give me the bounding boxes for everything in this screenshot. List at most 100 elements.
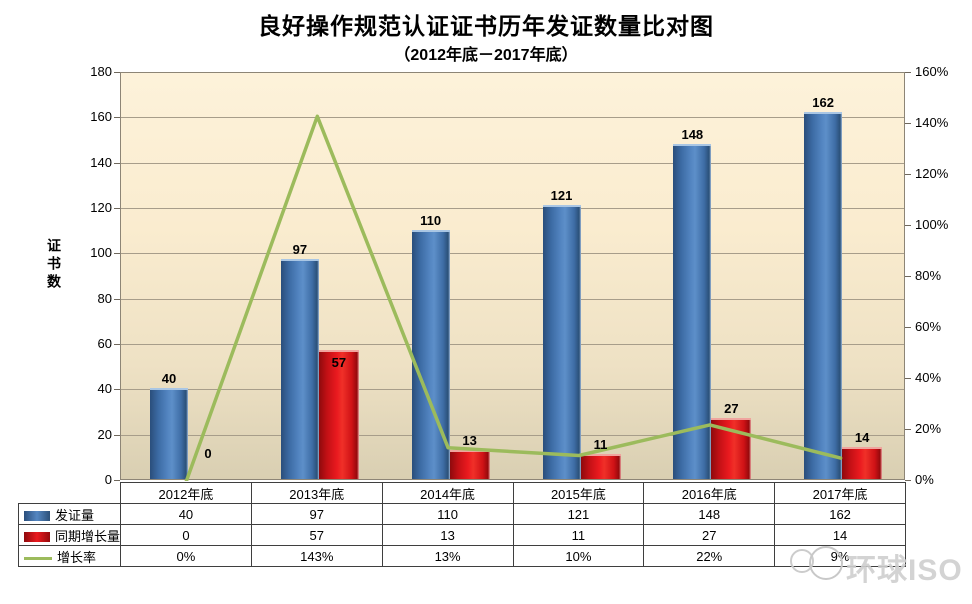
- value-cell: 11: [512, 524, 645, 546]
- primary-axis-tick: [114, 162, 120, 164]
- value-cell: 0%: [120, 545, 252, 567]
- secondary-axis-tick-label: 20%: [915, 421, 942, 436]
- value-cell: 97: [250, 503, 383, 525]
- bar-growth-amount-label: 14: [854, 430, 870, 446]
- series-name-cell: 发证量: [17, 503, 122, 525]
- value-cell: 148: [643, 503, 776, 525]
- bar-growth-amount-label: 27: [724, 400, 739, 416]
- primary-axis-tick-label: 120: [90, 200, 112, 215]
- primary-axis-tick-label: 40: [97, 381, 112, 397]
- secondary-axis-tick: [905, 276, 911, 277]
- gridline: [121, 344, 904, 345]
- bar-issued: [280, 259, 319, 479]
- gridline: [121, 162, 904, 164]
- bar-issued: [673, 143, 712, 479]
- bar-growth-amount-label: 11: [593, 437, 608, 453]
- primary-axis-tick: [114, 389, 120, 391]
- primary-axis-tick: [114, 117, 120, 119]
- table-header-row: 2012年底 2013年底 2014年底 2015年底 2016年底 2017年底: [19, 482, 906, 504]
- value-cell: 27: [643, 524, 776, 546]
- primary-axis-tick-label: 100: [90, 245, 112, 261]
- primary-axis-tick-label: 0: [104, 472, 112, 487]
- primary-axis-tick-label: 180: [90, 64, 112, 79]
- gridline: [121, 208, 904, 209]
- bar-growth-amount-label: 13: [462, 432, 477, 448]
- series-name: 增长率: [57, 549, 97, 565]
- secondary-axis-tick-label: 160%: [915, 64, 949, 79]
- chart-title: 良好操作规范认证证书历年发证数量比对图: [258, 13, 714, 39]
- gridline: [121, 298, 904, 300]
- primary-axis-tick-label: 140: [90, 154, 112, 170]
- bar-growth-amount: [580, 454, 621, 479]
- secondary-axis-tick: [905, 123, 911, 124]
- bar-growth-amount-label: 0: [204, 446, 212, 461]
- primary-axis-tick: [114, 208, 120, 209]
- category-label: 2016年底: [643, 482, 776, 504]
- bar-issued: [804, 111, 843, 479]
- series-name-cell: 同期增长量: [17, 524, 122, 546]
- legend-key-growth-amount-icon: [24, 532, 50, 543]
- gridline: [121, 253, 904, 255]
- series-name-cell: 增长率: [17, 545, 122, 567]
- table-row: 发证量 40 97 110 121 148 162: [17, 503, 906, 525]
- bar-issued-label: 148: [681, 126, 704, 142]
- secondary-axis-tick-label: 60%: [915, 319, 942, 334]
- secondary-axis-tick-label: 140%: [915, 115, 949, 130]
- category-label: 2014年底: [381, 482, 514, 504]
- secondary-axis-tick-label: 80%: [915, 268, 942, 283]
- primary-axis-tick: [114, 480, 120, 481]
- bar-issued: [150, 388, 188, 479]
- value-cell: 143%: [250, 545, 383, 567]
- bar-growth-amount: [842, 447, 883, 479]
- bar-growth-amount-label: 57: [331, 354, 347, 370]
- value-cell: 10%: [512, 545, 645, 567]
- primary-axis-tick-label: 20: [97, 426, 112, 442]
- value-cell: 57: [250, 524, 383, 546]
- bar-issued: [411, 229, 450, 479]
- bar-issued-label: 162: [812, 94, 835, 110]
- category-label: 2013年底: [250, 482, 383, 504]
- value-cell: 110: [381, 503, 514, 525]
- primary-axis-tick: [114, 434, 120, 436]
- value-cell: 0: [120, 524, 252, 546]
- value-cell: 13: [381, 524, 514, 546]
- primary-axis-tick-label: 60: [97, 336, 112, 351]
- gridline: [121, 389, 904, 391]
- data-table: 2012年底 2013年底 2014年底 2015年底 2016年底 2017年底 发证量 4…: [17, 482, 906, 567]
- watermark-text: 环球ISO: [846, 554, 963, 587]
- plot-area: 40 97 110 121 148 162 0 57 13 11 27 14: [120, 72, 905, 481]
- secondary-axis-tick: [905, 429, 911, 430]
- bar-issued-label: 40: [161, 371, 177, 387]
- primary-axis-tick-label: 80: [97, 290, 112, 306]
- secondary-axis-tick: [905, 174, 911, 175]
- category-label: 2017年底: [774, 482, 906, 504]
- primary-axis-tick: [114, 344, 120, 345]
- primary-axis-title: 证书数: [46, 238, 62, 292]
- series-name: 同期增长量: [55, 528, 121, 544]
- secondary-axis-tick-label: 40%: [915, 370, 942, 385]
- bar-growth-amount: [449, 449, 490, 479]
- secondary-axis-tick: [905, 327, 911, 328]
- value-cell: 121: [512, 503, 645, 525]
- category-label: 2015年底: [512, 482, 645, 504]
- bar-issued-label: 121: [550, 187, 573, 203]
- chart-subtitle: （2012年底－2017年底）: [394, 47, 578, 64]
- table-row: 增长率 0% 143% 13% 10% 22% 9%: [17, 545, 906, 567]
- gridline: [121, 117, 904, 119]
- primary-axis-tick-label: 160: [90, 109, 112, 125]
- secondary-axis-tick-label: 0%: [915, 472, 934, 487]
- secondary-axis-tick: [905, 72, 911, 73]
- growth-rate-line: [184, 114, 843, 481]
- watermark: 环球ISO: [790, 539, 970, 589]
- category-label: 2012年底: [120, 482, 252, 504]
- gridline: [121, 434, 904, 436]
- primary-axis-tick: [114, 253, 120, 255]
- primary-axis-tick: [114, 298, 120, 300]
- watermark-logo-icon: [790, 546, 843, 580]
- value-cell: 40: [120, 503, 252, 525]
- bar-growth-amount: [711, 417, 752, 479]
- secondary-axis-tick-label: 100%: [915, 217, 949, 232]
- value-cell: 13%: [381, 545, 514, 567]
- secondary-axis-tick: [905, 378, 911, 379]
- bar-issued-label: 110: [420, 212, 442, 228]
